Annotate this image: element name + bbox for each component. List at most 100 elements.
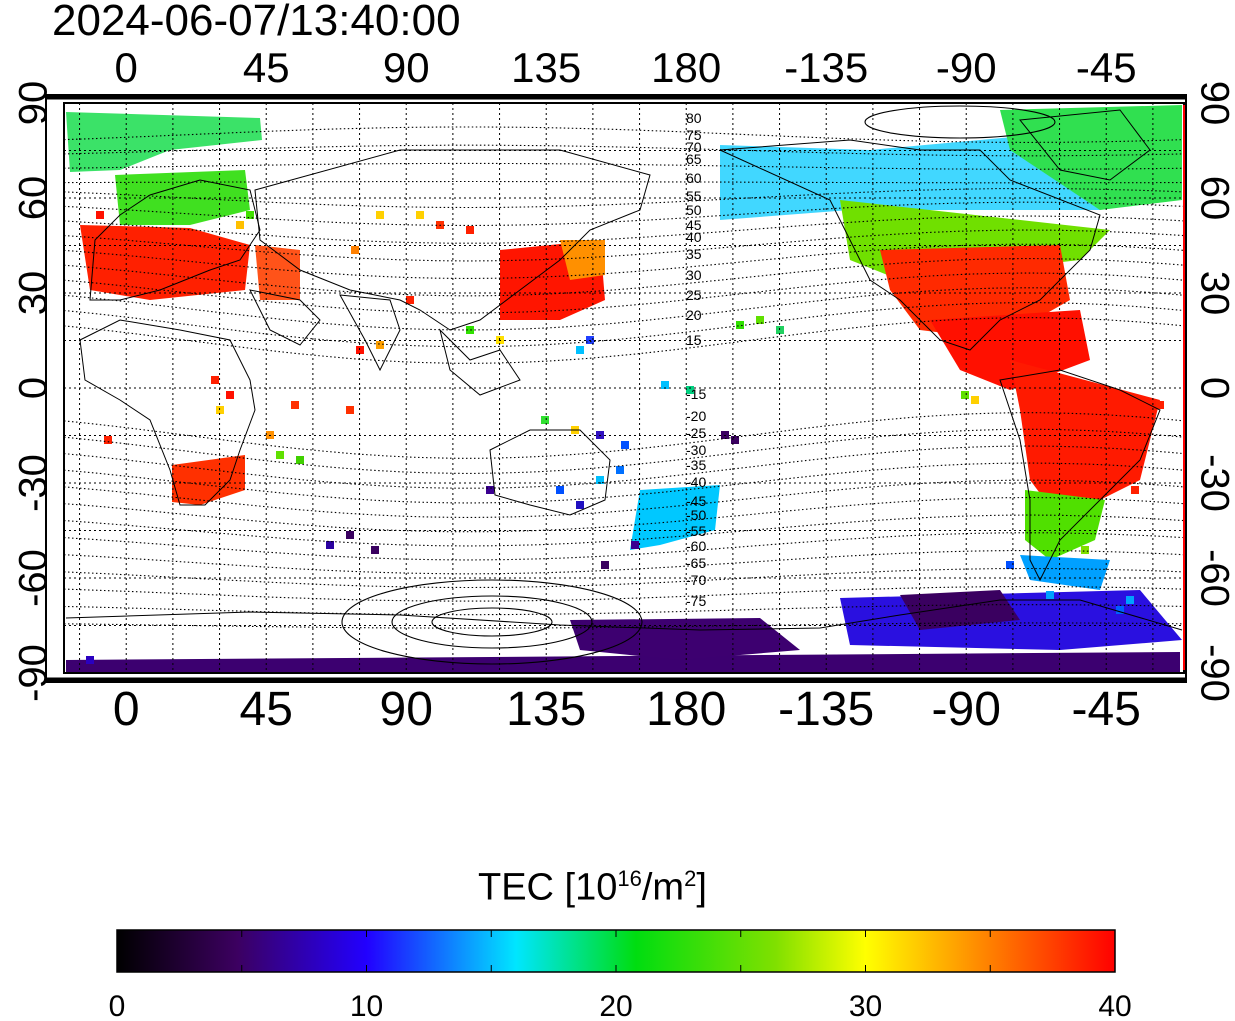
- south-pole-contour: [431, 607, 553, 637]
- mag-lat-label: -50: [686, 507, 706, 523]
- magnetic-latitude-contours: [64, 105, 1184, 665]
- tec-point: [376, 211, 384, 219]
- tec-point: [86, 656, 94, 664]
- tec-data-patches: [66, 105, 1182, 672]
- mag-contour: [64, 144, 1184, 157]
- tec-patch-south-africa: [172, 455, 245, 505]
- map-graticule: [64, 103, 1184, 673]
- mag-contour: [64, 215, 1184, 244]
- mag-lat-label: 15: [686, 332, 702, 348]
- lat-tick-right: 0: [1192, 377, 1235, 399]
- tec-patch-antarctic-band: [66, 652, 1180, 672]
- mag-lat-label: 70: [686, 139, 702, 155]
- mag-contour: [64, 462, 1184, 504]
- axis-labels: 0 45 90 135 180 -135 -90 -45 0 45 90 135 180 -135 -90 -…: [12, 44, 1235, 736]
- mag-lat-label: 20: [686, 307, 702, 323]
- lon-tick-top: -45: [1076, 44, 1137, 91]
- tec-point: [246, 211, 254, 219]
- mag-lat-label: 75: [686, 127, 702, 143]
- tec-patch-antarctic-pen: [900, 590, 1020, 630]
- north-pole-contour: [864, 105, 1056, 139]
- tec-patch-west-europe: [80, 225, 250, 300]
- mag-contour: [64, 532, 1184, 561]
- mag-lat-label: -60: [686, 538, 706, 554]
- lat-tick-left: 0: [12, 377, 56, 399]
- mag-contour: [64, 258, 1184, 297]
- tec-patch-patagonia: [1025, 490, 1105, 560]
- mag-contour: [64, 585, 1184, 602]
- tec-point: [1006, 561, 1014, 569]
- lat-tick-right: -90: [1192, 644, 1235, 702]
- mag-lat-label: 60: [686, 170, 702, 186]
- lon-tick-top: 135: [511, 44, 581, 91]
- tec-point: [291, 401, 299, 409]
- tec-point: [296, 456, 304, 464]
- tec-patch-patagonia-south: [1020, 555, 1110, 590]
- tec-point: [346, 406, 354, 414]
- mag-lat-label: 50: [686, 202, 702, 218]
- mag-contour: [64, 479, 1184, 518]
- tec-point: [1081, 546, 1089, 554]
- tec-patch-nz: [630, 485, 720, 550]
- mag-lat-label: 25: [686, 287, 702, 303]
- mag-lat-label: 35: [686, 246, 702, 262]
- mag-lat-label: -45: [686, 493, 706, 509]
- tec-point: [1046, 591, 1054, 599]
- coast-seasia: [439, 328, 521, 396]
- mag-lat-label: 30: [686, 267, 702, 283]
- tec-point: [226, 391, 234, 399]
- mag-contour: [64, 229, 1184, 262]
- tec-patch-central-america: [930, 310, 1090, 390]
- coast-australia: [489, 429, 611, 516]
- colorbar-tick-label: 30: [849, 990, 882, 1021]
- tec-point: [211, 376, 219, 384]
- mag-lat-label: 80: [686, 110, 702, 126]
- mag-lat-label: -55: [686, 523, 706, 539]
- mag-contour: [64, 514, 1184, 547]
- lon-tick-top: 0: [115, 44, 138, 91]
- tec-point: [486, 486, 494, 494]
- tec-point: [541, 416, 549, 424]
- south-pole-contour: [391, 595, 593, 649]
- mag-contour: [64, 302, 1184, 348]
- tec-point: [621, 441, 629, 449]
- mag-contour: [64, 162, 1184, 170]
- coast-arabia: [249, 289, 321, 346]
- tec-point: [596, 476, 604, 484]
- lon-tick-bottom: -90: [932, 683, 1001, 736]
- tec-point: [736, 321, 744, 329]
- tec-patch-antarctic-east: [570, 618, 800, 660]
- coast-asia: [254, 149, 651, 331]
- tec-point: [616, 466, 624, 474]
- coast-antarctica: [65, 599, 1183, 631]
- lon-tick-top: 45: [243, 44, 290, 91]
- mag-contour: [64, 567, 1184, 589]
- tec-point: [466, 326, 474, 334]
- lon-tick-bottom: 135: [506, 683, 586, 736]
- lat-tick-left: 60: [12, 176, 56, 221]
- mag-lat-label: 40: [686, 229, 702, 245]
- mag-lat-label: -35: [686, 457, 706, 473]
- lat-tick-right: 90: [1192, 81, 1235, 126]
- lon-tick-top: -90: [936, 44, 997, 91]
- tec-point: [731, 436, 739, 444]
- mag-lat-label: 55: [686, 188, 702, 204]
- tec-point: [961, 391, 969, 399]
- lat-tick-right: 30: [1192, 271, 1235, 316]
- tec-point: [1131, 486, 1139, 494]
- colorbar-tick-label: 10: [350, 990, 383, 1021]
- tec-point: [686, 386, 694, 394]
- tec-point: [236, 221, 244, 229]
- mag-contour: [64, 412, 1184, 459]
- lat-tick-right: 60: [1192, 176, 1235, 221]
- coast-south-america: [999, 369, 1161, 582]
- mag-lat-label: -30: [686, 442, 706, 458]
- lon-tick-top: 180: [651, 44, 721, 91]
- mag-lat-label: -20: [686, 408, 706, 424]
- mag-contour: [64, 445, 1184, 489]
- lat-tick-left: 90: [12, 81, 56, 126]
- lon-tick-top: -135: [784, 44, 868, 91]
- coast-north-america: [719, 139, 1101, 351]
- mag-lat-label: -40: [686, 474, 706, 490]
